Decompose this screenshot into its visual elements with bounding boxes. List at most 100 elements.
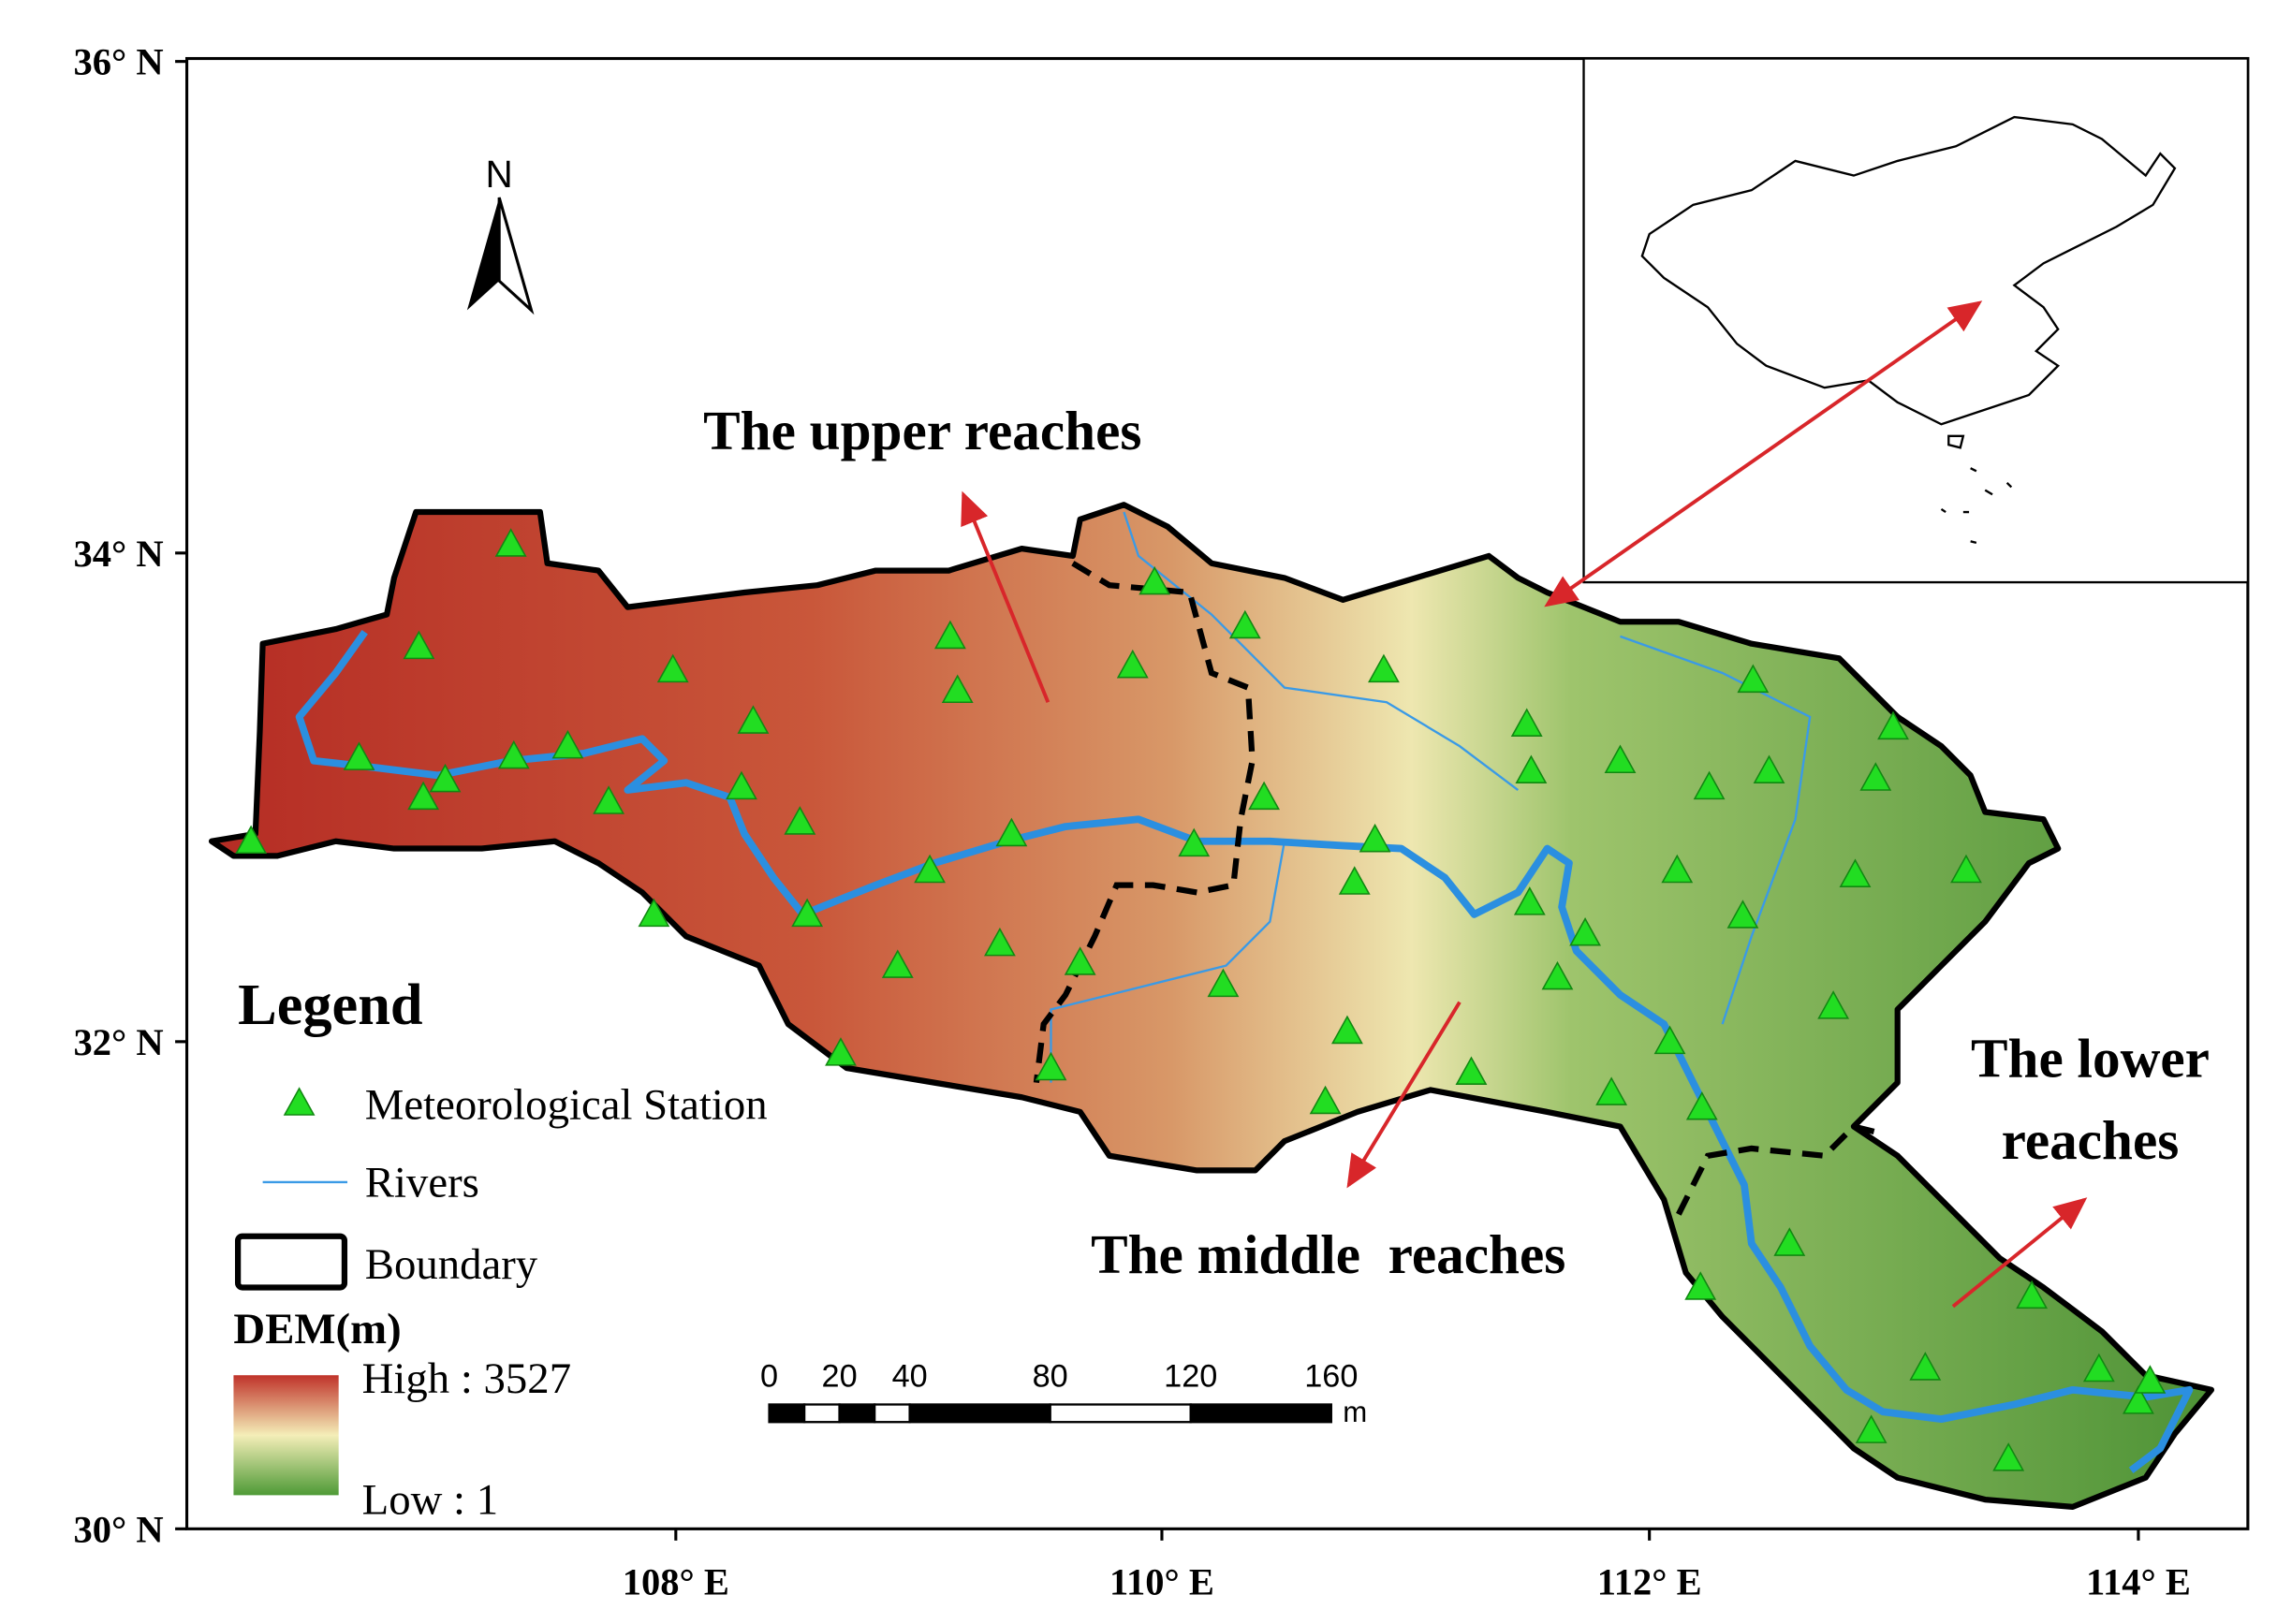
- station: [1035, 1051, 1067, 1081]
- reach-boundary: [1033, 561, 1884, 1216]
- station: [784, 806, 816, 835]
- lat-label: 34° N: [73, 533, 163, 575]
- station: [407, 781, 440, 811]
- inset-frame: [1582, 57, 2250, 584]
- station: [933, 620, 966, 650]
- scale-label: 120: [1164, 1359, 1217, 1395]
- station: [656, 653, 689, 683]
- scale-segment: [838, 1403, 876, 1424]
- arrow: [1346, 1001, 1462, 1189]
- arrows: [961, 300, 2088, 1309]
- station: [1309, 1085, 1342, 1115]
- scale-label: 40: [892, 1359, 928, 1395]
- station: [1248, 781, 1281, 811]
- station: [2016, 1280, 2049, 1309]
- station: [726, 770, 757, 800]
- station: [737, 705, 770, 734]
- station: [2134, 1365, 2167, 1394]
- station: [825, 1037, 857, 1066]
- annotation: reaches: [2002, 1109, 2180, 1171]
- station: [1338, 866, 1371, 895]
- station: [1909, 1352, 1942, 1381]
- arrow: [1544, 300, 1983, 607]
- station: [1178, 827, 1211, 857]
- station: [1693, 770, 1726, 800]
- station: [235, 825, 268, 855]
- lon-label: 112° E: [1597, 1561, 1702, 1603]
- station: [1513, 886, 1546, 915]
- legend-item: Rivers: [365, 1158, 479, 1207]
- scale-label: 160: [1304, 1359, 1358, 1395]
- station: [1992, 1442, 2025, 1471]
- station: [1661, 854, 1694, 884]
- station: [593, 785, 625, 814]
- station: [1368, 653, 1400, 683]
- annotation: The middle reaches: [1091, 1223, 1565, 1285]
- station: [1817, 990, 1850, 1019]
- scale-segment: [1049, 1403, 1192, 1424]
- scale-segment: [768, 1403, 806, 1424]
- axes: 36° N 34° N 32° N 30° N 108° E 110° E 112° E 11…: [73, 41, 2190, 1603]
- station: [1541, 960, 1574, 990]
- station: [494, 528, 527, 557]
- scale-segment: [1189, 1403, 1332, 1424]
- legend-boundary: [234, 1233, 348, 1291]
- station: [1604, 744, 1637, 774]
- scale-unit: m: [1343, 1396, 1367, 1428]
- station: [995, 817, 1028, 847]
- station: [2123, 1385, 2154, 1414]
- dem-title: DEM(m): [233, 1305, 401, 1353]
- station: [638, 898, 670, 928]
- station: [1839, 858, 1872, 887]
- station: [881, 949, 914, 978]
- station: [1950, 854, 1982, 884]
- dem-high: High : 3527: [362, 1354, 571, 1403]
- station: [1569, 916, 1601, 946]
- station: [1753, 754, 1785, 783]
- station: [429, 763, 462, 793]
- station: [1653, 1025, 1686, 1055]
- dem-low: Low : 1: [362, 1476, 499, 1525]
- station: [1726, 900, 1759, 929]
- scale-segment: [873, 1403, 911, 1424]
- station: [403, 630, 435, 660]
- arrow: [1951, 1197, 2088, 1309]
- legend-item: Meteorological Station: [365, 1081, 768, 1130]
- annotation: The lower: [1971, 1027, 2210, 1089]
- station: [1207, 968, 1240, 998]
- tributaries: [1050, 511, 1812, 1083]
- scale-segment: [802, 1403, 841, 1424]
- scale-label: 0: [760, 1359, 778, 1395]
- station: [1455, 1056, 1488, 1085]
- annotation: The upper reaches: [703, 400, 1141, 461]
- lat-label: 32° N: [73, 1021, 163, 1063]
- map-frame: [184, 56, 2250, 1530]
- station: [2082, 1353, 2115, 1383]
- legend-title: Legend: [238, 972, 423, 1037]
- station: [343, 741, 375, 770]
- station: [1737, 664, 1770, 694]
- station: [1359, 823, 1391, 853]
- station: [1515, 754, 1548, 783]
- stations: [235, 528, 2167, 1471]
- station: [1138, 565, 1171, 595]
- station: [1773, 1227, 1806, 1256]
- scale-segment: [908, 1403, 1051, 1424]
- station: [941, 674, 974, 704]
- station: [551, 729, 584, 759]
- station: [1684, 1271, 1717, 1300]
- station: [1855, 1414, 1888, 1443]
- station: [791, 898, 824, 928]
- station: [1859, 762, 1892, 791]
- station: [914, 854, 946, 884]
- basin: [208, 502, 2215, 1511]
- station: [1064, 946, 1096, 975]
- map-content: N 36° N 34° N 32° N 30° N 108° E 110° E 112° E…: [73, 41, 2250, 1603]
- lon-label: 108° E: [623, 1561, 729, 1603]
- legend-station: [283, 1087, 316, 1116]
- station: [1877, 710, 1909, 740]
- station: [497, 739, 530, 769]
